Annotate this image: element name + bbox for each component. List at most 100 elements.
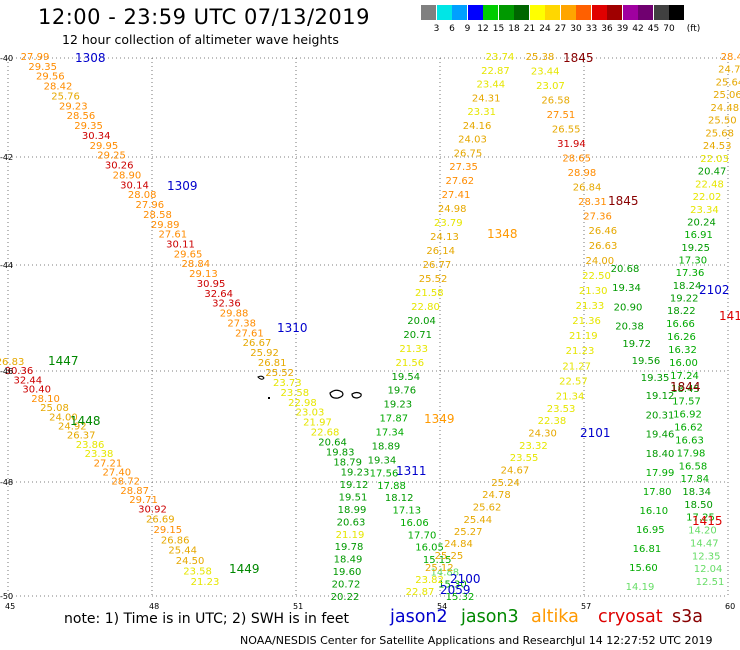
swh-value: 19.51 — [339, 492, 368, 503]
page-title: 12:00 - 23:59 UTC 07/13/2019 — [38, 5, 370, 29]
swh-value: 21.23 — [191, 577, 220, 588]
color-scale-swatch — [514, 5, 529, 20]
swh-value: 22.57 — [559, 376, 588, 387]
swh-value: 19.34 — [368, 455, 397, 466]
track-1348-1349: 23.74 22.87 23.44 24.31 23.31 24.16 24.03 26.75… — [368, 52, 515, 603]
swh-value: 25.38 — [526, 52, 555, 63]
swh-value: 26.83 — [0, 357, 24, 368]
swh-value: 24.84 — [444, 539, 473, 550]
color-scale-tick: 12 — [477, 24, 489, 34]
swh-value: 24.77 — [718, 65, 740, 76]
swh-value: 16.10 — [639, 506, 668, 517]
swh-value: 25.62 — [473, 503, 502, 514]
swh-value: 21.23 — [566, 346, 595, 357]
swh-value: 28.58 — [143, 210, 172, 221]
swh-value: 22.98 — [288, 398, 317, 409]
color-scale-swatch — [467, 5, 483, 20]
swh-value: 15.32 — [446, 592, 475, 603]
swh-value: 24.78 — [482, 490, 511, 501]
swh-value: 27.51 — [547, 110, 576, 121]
color-scale-swatch — [498, 5, 514, 20]
swh-value: 19.23 — [341, 468, 370, 479]
swh-value: 20.22 — [331, 592, 360, 603]
swh-value: 17.98 — [677, 449, 706, 460]
swh-value: 23.07 — [536, 81, 565, 92]
swh-value: 27.61 — [158, 230, 187, 241]
swh-value: 28.31 — [578, 197, 607, 208]
swh-value: 21.97 — [303, 418, 332, 429]
swh-value: 16.62 — [674, 423, 703, 434]
swh-value: 16.58 — [679, 461, 708, 472]
swh-value: 23.58 — [280, 388, 309, 399]
swh-value: 18.99 — [338, 505, 367, 516]
lon-tick-label: 57 — [581, 602, 591, 611]
swh-value: 29.65 — [174, 249, 203, 260]
swh-value: 20.71 — [403, 330, 432, 341]
footer-date: Jul 14 12:27:52 UTC 2019 — [572, 634, 713, 647]
swh-value: 18.24 — [673, 281, 702, 292]
swh-value: 23.58 — [183, 567, 212, 578]
color-scale-swatch — [560, 5, 576, 20]
swh-value: 25.64 — [716, 78, 740, 89]
swh-value: 17.36 — [676, 268, 705, 279]
color-scale-tick: 45 — [647, 24, 660, 34]
swh-value: 23.73 — [273, 378, 302, 389]
swh-value: 19.60 — [333, 567, 362, 578]
swh-value: 19.56 — [632, 356, 661, 367]
swh-value: 28.84 — [181, 259, 210, 270]
swh-value: 22.50 — [582, 271, 611, 282]
swh-value: 27.35 — [449, 162, 478, 173]
satellite-jason2: jason2 — [390, 607, 448, 627]
pass-label: 2102 — [699, 283, 730, 297]
swh-value: 25.52 — [419, 274, 448, 285]
swh-value: 15.15 — [423, 555, 452, 566]
swh-value: 21.30 — [579, 286, 608, 297]
swh-value: 17.25 — [686, 513, 715, 524]
swh-value: 27.99 — [21, 52, 50, 63]
swh-value: 26.81 — [258, 358, 287, 369]
swh-value: 18.50 — [684, 500, 713, 511]
swh-value: 24.30 — [528, 429, 557, 440]
swh-value: 12.04 — [694, 564, 723, 575]
swh-value: 22.80 — [411, 302, 440, 313]
satellite-s3a: s3a — [672, 607, 703, 627]
lon-tick-label: 54 — [437, 602, 447, 611]
swh-value: 19.12 — [646, 391, 675, 402]
color-scale-tick: 24 — [539, 24, 551, 34]
swh-value: 21.33 — [399, 344, 428, 355]
swh-value: 17.57 — [672, 397, 701, 408]
swh-value: 24.03 — [458, 135, 487, 146]
swh-value: 14.20 — [688, 526, 717, 537]
track-jason3-east: 20.68 19.34 20.90 20.38 19.72 19.56 19.35 19.12… — [611, 264, 675, 593]
swh-value: 28.41 — [721, 52, 740, 63]
swh-value: 25.25 — [435, 551, 464, 562]
swh-value: 25.08 — [40, 403, 69, 414]
pass-label: 1845 — [608, 194, 639, 208]
swh-value: 19.23 — [383, 400, 412, 411]
swh-value: 30.11 — [166, 240, 195, 251]
swh-value: 17.34 — [375, 428, 404, 439]
satellite-altika: altika — [531, 607, 579, 627]
pass-label: 1448 — [70, 414, 101, 428]
lat-tick-label: -42 — [0, 153, 13, 162]
swh-value: 16.26 — [667, 332, 696, 343]
pass-label: 1447 — [48, 354, 79, 368]
swh-value: 22.87 — [481, 66, 510, 77]
color-scale-tick: 18 — [508, 24, 520, 34]
color-scale-swatch — [436, 5, 452, 20]
swh-value: 22.68 — [311, 428, 340, 439]
swh-value: 27.62 — [445, 176, 474, 187]
swh-value: 26.55 — [552, 125, 581, 136]
swh-value: 26.58 — [541, 96, 570, 107]
swh-value: 23.44 — [476, 80, 505, 91]
swh-value: 27.96 — [135, 200, 164, 211]
swh-value: 25.50 — [708, 116, 737, 127]
swh-value: 16.92 — [673, 410, 702, 421]
swh-value: 12.51 — [696, 577, 725, 588]
satellite-jason3: jason3 — [461, 607, 519, 627]
swh-value: 29.15 — [153, 525, 182, 536]
track-1308-1310: 27.9929.3529.5628.4225.7629.2328.5629.35… — [21, 52, 370, 603]
color-scale-tick: 27 — [554, 24, 567, 34]
